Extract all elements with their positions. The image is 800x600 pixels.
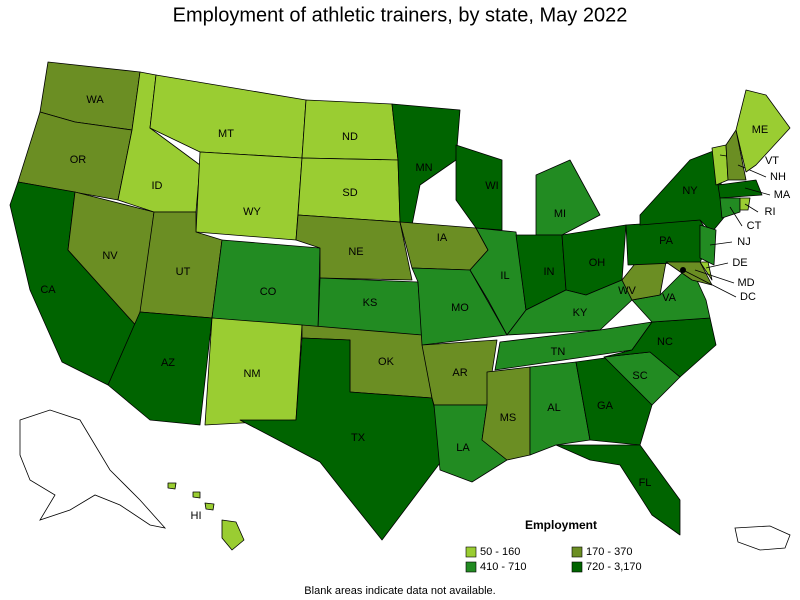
state-shape	[639, 149, 727, 233]
legend-swatch	[571, 561, 583, 573]
state-shape	[204, 502, 215, 511]
legend-swatch	[465, 546, 477, 558]
legend-label: 50 - 160	[480, 546, 520, 558]
state-label: NH	[770, 171, 786, 183]
state-shape	[391, 103, 461, 236]
leader-line	[709, 241, 733, 246]
state-label: MN	[415, 162, 432, 174]
state-label: IN	[544, 266, 555, 278]
state-shape	[411, 267, 508, 346]
state-shape	[506, 279, 633, 336]
state-shape	[699, 224, 717, 266]
state-label: HI	[191, 510, 202, 522]
state-label: FL	[639, 477, 652, 489]
state-label: WY	[243, 206, 261, 218]
state-label: CT	[747, 220, 762, 232]
state-label: MO	[451, 302, 469, 314]
state-label: SC	[632, 370, 647, 382]
leader-line	[694, 269, 735, 284]
states: WA OR CA NV ID MT WY UT AZ CO NM ND SD NE KS OK TX MN IA MO…	[9, 61, 791, 551]
legend: 50 - 160 170 - 370 410 - 710 720 - 3,170	[465, 546, 642, 573]
legend-label: 170 - 370	[586, 546, 632, 558]
legend-swatch	[571, 546, 583, 558]
state-label: TN	[551, 346, 566, 358]
state-label: PA	[659, 235, 674, 247]
state-label: MS	[500, 412, 517, 424]
leader-line	[737, 164, 767, 178]
state-label: KY	[573, 307, 588, 319]
legend-label: 720 - 3,170	[586, 561, 642, 573]
state-label: ME	[752, 124, 769, 136]
state-label: CO	[260, 286, 277, 298]
state-label: LA	[456, 442, 470, 454]
state-shape	[192, 491, 201, 499]
state-shape	[735, 89, 791, 173]
leader-line	[705, 262, 729, 269]
state-label: MA	[774, 189, 791, 201]
state-label: NE	[348, 246, 363, 258]
state-label: KS	[363, 297, 378, 309]
state-label: WV	[618, 285, 636, 297]
state-label: DC	[740, 291, 756, 303]
state-label: IA	[437, 232, 448, 244]
state-label: NM	[243, 368, 260, 380]
state-label: TX	[351, 432, 366, 444]
state-label: UT	[176, 266, 191, 278]
alaska-outline	[19, 409, 167, 529]
leader-line	[744, 187, 771, 196]
state-shape	[529, 361, 591, 456]
state-label: SD	[342, 187, 357, 199]
state-label: OR	[70, 154, 87, 166]
leader-line	[682, 269, 737, 298]
state-shape	[107, 311, 213, 426]
state-shape	[221, 519, 245, 551]
state-shape	[725, 129, 747, 181]
state-label: AL	[547, 402, 560, 414]
state-label: VT	[765, 155, 779, 167]
state-label: AZ	[161, 357, 175, 369]
state-label: GA	[597, 400, 614, 412]
state-label: WA	[86, 94, 104, 106]
state-shape	[719, 197, 741, 219]
state-label: MT	[218, 128, 234, 140]
state-label: RI	[765, 206, 776, 218]
leader-line	[744, 203, 759, 213]
state-label: NJ	[737, 236, 750, 248]
state-label: VA	[662, 292, 677, 304]
state-label: MD	[737, 277, 754, 289]
state-label: WI	[485, 180, 498, 192]
state-label: CA	[40, 284, 56, 296]
state-shape	[535, 159, 601, 236]
state-label: IL	[500, 270, 509, 282]
state-shape	[699, 261, 713, 281]
legend-label: 410 - 710	[480, 561, 526, 573]
state-shape	[603, 317, 717, 378]
state-label: NV	[102, 250, 118, 262]
state-shape	[555, 444, 681, 536]
state-label: AR	[452, 367, 467, 379]
state-label: OK	[378, 356, 395, 368]
state-label: NY	[682, 185, 698, 197]
state-shape	[717, 179, 763, 199]
state-label: ID	[152, 180, 163, 192]
title: Employment of athletic trainers, by stat…	[173, 4, 628, 26]
state-label: MI	[554, 208, 566, 220]
state-shape	[399, 221, 489, 271]
state-label: DE	[732, 257, 747, 269]
state-shape	[239, 337, 447, 541]
puerto-rico-outline	[734, 525, 791, 551]
state-label: ND	[342, 131, 358, 143]
state-label: OH	[589, 257, 606, 269]
leader-line	[729, 206, 743, 227]
state-shape	[195, 151, 303, 241]
state-shape	[167, 482, 177, 490]
legend-swatch	[465, 561, 477, 573]
legend-title: Employment	[525, 518, 597, 532]
footnote: Blank areas indicate data not available.	[304, 585, 495, 597]
state-label: NC	[657, 336, 673, 348]
